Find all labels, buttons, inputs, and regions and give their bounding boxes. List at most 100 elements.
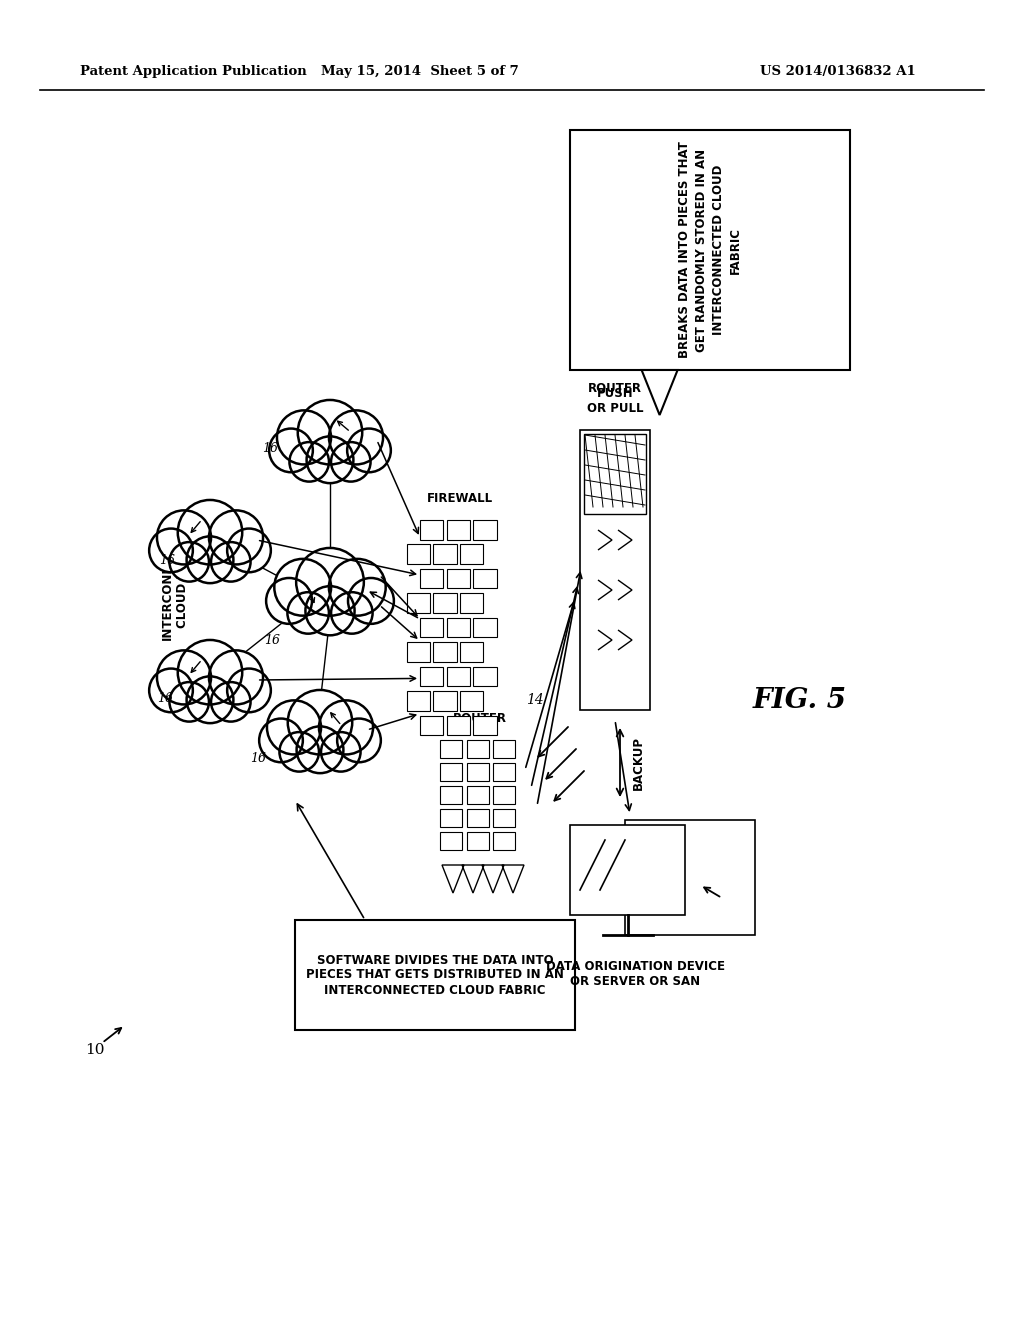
Circle shape — [266, 578, 312, 624]
Circle shape — [288, 593, 329, 634]
Bar — [494, 741, 515, 758]
Bar — [407, 692, 430, 710]
Bar — [446, 520, 470, 540]
Bar — [420, 667, 443, 686]
Circle shape — [331, 442, 371, 482]
Bar — [473, 569, 497, 589]
Bar — [446, 569, 470, 589]
Bar — [440, 763, 462, 781]
Bar — [440, 809, 462, 826]
Bar — [494, 809, 515, 826]
Circle shape — [331, 593, 373, 634]
Circle shape — [211, 543, 251, 582]
Bar — [473, 618, 497, 638]
Circle shape — [306, 437, 353, 483]
Circle shape — [329, 558, 386, 615]
Bar — [433, 643, 457, 661]
Bar — [433, 593, 457, 612]
Circle shape — [347, 429, 391, 473]
Bar — [467, 741, 488, 758]
Bar — [446, 715, 470, 735]
Circle shape — [298, 400, 362, 465]
Text: 12: 12 — [725, 894, 742, 907]
Bar — [580, 430, 650, 710]
Text: PUSH
OR PULL: PUSH OR PULL — [587, 387, 643, 414]
Bar — [460, 593, 483, 612]
Polygon shape — [642, 370, 678, 414]
Text: INTERCONNECTED
CLOUD FABRIC: INTERCONNECTED CLOUD FABRIC — [161, 520, 189, 640]
Text: BACKUP: BACKUP — [632, 735, 645, 789]
Text: FIG. 5: FIG. 5 — [753, 686, 847, 714]
Text: 14: 14 — [526, 693, 544, 708]
Text: 16: 16 — [262, 441, 278, 454]
Bar — [440, 785, 462, 804]
Text: FIREWALL: FIREWALL — [427, 492, 494, 506]
Bar — [625, 820, 755, 935]
Bar — [494, 785, 515, 804]
Bar — [460, 643, 483, 661]
Text: US 2014/0136832 A1: US 2014/0136832 A1 — [760, 66, 915, 78]
Circle shape — [211, 682, 251, 722]
Bar — [570, 825, 685, 915]
Circle shape — [157, 651, 211, 705]
Circle shape — [186, 676, 233, 723]
Circle shape — [209, 511, 263, 565]
Circle shape — [274, 558, 331, 615]
Bar — [433, 692, 457, 710]
Bar — [467, 832, 488, 850]
Bar — [440, 832, 462, 850]
Bar — [407, 544, 430, 564]
Text: 10: 10 — [85, 1043, 104, 1057]
Text: 16: 16 — [157, 692, 173, 705]
Bar — [494, 832, 515, 850]
Bar — [433, 544, 457, 564]
Bar — [446, 618, 470, 638]
Bar — [460, 544, 483, 564]
Circle shape — [318, 701, 373, 755]
Text: Patent Application Publication: Patent Application Publication — [80, 66, 307, 78]
Circle shape — [288, 690, 352, 755]
Bar — [473, 520, 497, 540]
Text: 16: 16 — [264, 634, 280, 647]
Bar — [467, 785, 488, 804]
Circle shape — [227, 528, 270, 573]
Circle shape — [178, 500, 243, 565]
Circle shape — [337, 718, 381, 762]
Circle shape — [305, 586, 354, 635]
Circle shape — [178, 640, 243, 705]
Circle shape — [209, 651, 263, 705]
Circle shape — [227, 668, 270, 713]
Bar — [420, 569, 443, 589]
Circle shape — [186, 536, 233, 583]
Text: SOFTWARE DIVIDES THE DATA INTO
PIECES THAT GETS DISTRIBUTED IN AN
INTERCONNECTED: SOFTWARE DIVIDES THE DATA INTO PIECES TH… — [306, 953, 564, 997]
Bar — [494, 763, 515, 781]
Bar — [460, 692, 483, 710]
Bar — [570, 129, 850, 370]
Circle shape — [296, 548, 364, 615]
Circle shape — [348, 578, 394, 624]
Circle shape — [267, 701, 322, 755]
Bar — [407, 593, 430, 612]
Circle shape — [280, 733, 318, 772]
Circle shape — [322, 733, 360, 772]
Text: 16: 16 — [250, 751, 266, 764]
Bar — [473, 715, 497, 735]
Bar — [467, 763, 488, 781]
Circle shape — [290, 442, 329, 482]
Circle shape — [157, 511, 211, 565]
Bar — [584, 434, 646, 513]
Text: ROUTER: ROUTER — [453, 711, 507, 725]
Bar — [446, 667, 470, 686]
Circle shape — [169, 682, 209, 722]
Circle shape — [276, 411, 331, 465]
Text: BREAKS DATA INTO PIECES THAT
GET RANDOMLY STORED IN AN
INTERCONNECTED CLOUD
FABR: BREAKS DATA INTO PIECES THAT GET RANDOML… — [678, 141, 742, 359]
Text: May 15, 2014  Sheet 5 of 7: May 15, 2014 Sheet 5 of 7 — [322, 66, 519, 78]
Circle shape — [259, 718, 303, 762]
Text: DATA ORIGINATION DEVICE
OR SERVER OR SAN: DATA ORIGINATION DEVICE OR SERVER OR SAN — [546, 960, 725, 987]
Circle shape — [269, 429, 313, 473]
Bar — [467, 809, 488, 826]
Text: 16: 16 — [159, 553, 175, 566]
Bar — [295, 920, 575, 1030]
Circle shape — [150, 528, 193, 573]
Bar — [420, 715, 443, 735]
